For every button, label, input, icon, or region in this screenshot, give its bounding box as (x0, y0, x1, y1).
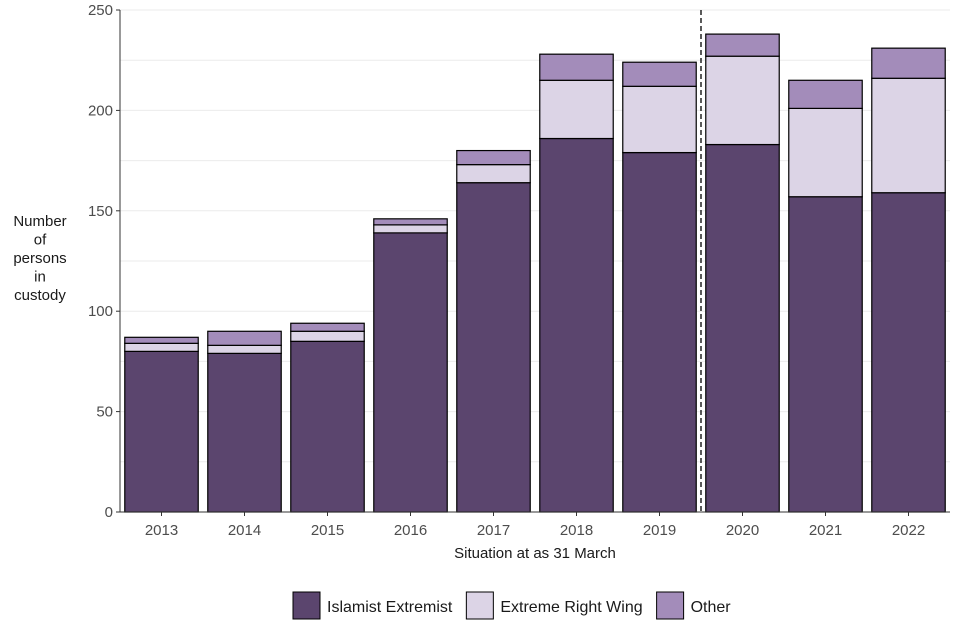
bar-2013-islamist-extremist (124, 350, 199, 513)
legend-label: Other (691, 599, 732, 616)
bar-2014-islamist-extremist (207, 352, 282, 513)
bar-2021-islamist-extremist (788, 196, 863, 513)
bar-2017-islamist-extremist (456, 182, 531, 513)
bar-2022-other (871, 47, 946, 79)
bar-2016-extreme-right-wing (373, 224, 448, 234)
bar-2013-other (124, 336, 199, 344)
y-tick-label: 0 (105, 504, 113, 521)
bar-2017-extreme-right-wing (456, 164, 531, 184)
legend-swatch (656, 591, 685, 620)
y-tick-label: 50 (96, 404, 113, 421)
bar-2022-islamist-extremist (871, 192, 946, 513)
bar-2020-islamist-extremist (705, 143, 780, 513)
x-tick-label: 2014 (228, 522, 261, 539)
legend-label: Islamist Extremist (327, 599, 453, 616)
x-tick-label: 2018 (560, 522, 593, 539)
x-tick-label: 2015 (311, 522, 344, 539)
bar-2019-islamist-extremist (622, 151, 697, 513)
bar-2013-extreme-right-wing (124, 342, 199, 352)
axes: 0 50 100 150 200 250 2013 2014 2015 2016 2017 2018 2… (13, 2, 950, 562)
y-tick-label: 100 (88, 303, 113, 320)
y-tick-label: 250 (88, 2, 113, 19)
y-axis-title-line: in (34, 269, 46, 286)
y-tick-label: 150 (88, 203, 113, 220)
bar-2014-extreme-right-wing (207, 344, 282, 354)
bar-2016-other (373, 218, 448, 226)
x-tick-label: 2019 (643, 522, 676, 539)
y-axis-title: Number of persons in custody (13, 213, 66, 304)
x-tick-label: 2021 (809, 522, 842, 539)
bars (124, 33, 946, 513)
bar-2015-extreme-right-wing (290, 330, 365, 342)
bar-2018-extreme-right-wing (539, 79, 614, 140)
bar-2014-other (207, 330, 282, 346)
bar-2019-extreme-right-wing (622, 85, 697, 154)
bar-2021-other (788, 79, 863, 109)
x-tick-label: 2022 (892, 522, 925, 539)
x-tick-label: 2016 (394, 522, 427, 539)
bar-2020-extreme-right-wing (705, 55, 780, 146)
legend-swatch (292, 591, 321, 620)
bar-2020-other (705, 33, 780, 57)
x-axis-title: Situation at as 31 March (454, 545, 616, 562)
bar-2015-islamist-extremist (290, 340, 365, 513)
legend: Islamist Extremist Extreme Right Wing Othe… (292, 591, 732, 620)
x-tick-label: 2020 (726, 522, 759, 539)
legend-label: Extreme Right Wing (500, 599, 642, 616)
bar-2021-extreme-right-wing (788, 107, 863, 198)
x-tick-label: 2017 (477, 522, 510, 539)
x-tick-label: 2013 (145, 522, 178, 539)
y-axis-title-line: Number (13, 213, 66, 230)
y-axis-title-line: persons (13, 250, 66, 267)
y-tick-label: 200 (88, 102, 113, 119)
bar-2015-other (290, 322, 365, 332)
y-axis-title-line: custody (14, 287, 66, 304)
bar-2019-other (622, 61, 697, 87)
bar-2022-extreme-right-wing (871, 77, 946, 194)
y-axis-title-line: of (34, 232, 47, 249)
legend-swatch (465, 591, 494, 620)
bar-2018-islamist-extremist (539, 137, 614, 513)
bar-2018-other (539, 53, 614, 81)
bar-2017-other (456, 149, 531, 166)
bar-2016-islamist-extremist (373, 232, 448, 513)
